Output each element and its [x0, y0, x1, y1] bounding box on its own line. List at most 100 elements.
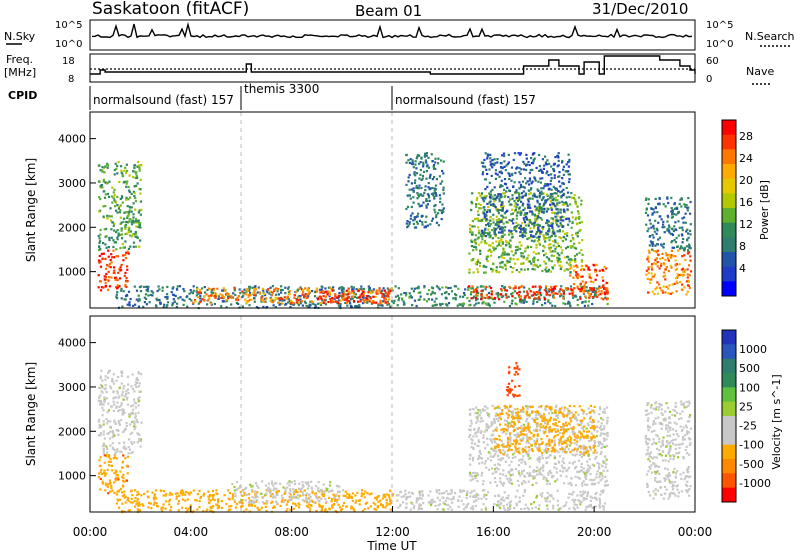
- power-cell-2: [206, 303, 209, 306]
- velocity-cell-6: [556, 428, 559, 431]
- power-cell-10: [592, 281, 595, 284]
- power-cell-12: [666, 214, 669, 217]
- power-cell-8: [556, 252, 559, 255]
- power-cell-8: [530, 262, 533, 265]
- power-cell-7: [441, 180, 444, 183]
- power-cell-7: [442, 160, 445, 163]
- velocity-cell-6: [603, 408, 606, 411]
- power-cell-8: [487, 205, 490, 208]
- power-cell-2: [360, 285, 363, 288]
- power-cell-9: [494, 223, 497, 227]
- power-cell-9: [506, 186, 509, 189]
- velocity-cell-6: [503, 419, 506, 422]
- velocity-cell-2: [207, 490, 210, 493]
- power-cell-9: [486, 157, 489, 160]
- power-cell-5: [433, 300, 436, 303]
- power-cell-5: [428, 289, 431, 292]
- power-cell-8: [510, 231, 513, 234]
- power-cell-8: [549, 243, 552, 246]
- velocity-cell-5: [417, 508, 420, 511]
- power-cell-7: [433, 189, 436, 192]
- velocity-cell-6: [597, 444, 600, 447]
- power-cell-9: [542, 211, 545, 214]
- power-cell-6: [571, 294, 574, 297]
- power-cbar-tick: 20: [739, 174, 753, 187]
- power-cell-1: [120, 227, 123, 230]
- power-cell-6: [539, 286, 542, 289]
- noise-left-tick-low: 10^0: [55, 39, 82, 50]
- power-cell-5: [593, 293, 596, 296]
- velocity-cell-4: [250, 485, 253, 488]
- power-cell-1: [139, 178, 142, 181]
- power-cell-5: [471, 287, 474, 290]
- power-cell-6: [480, 298, 483, 301]
- velocity-cell-2: [138, 503, 141, 506]
- power-cell-1: [138, 209, 141, 212]
- power-cell-8: [496, 226, 499, 229]
- power-cell-9: [562, 235, 565, 238]
- velocity-cell-6: [471, 439, 474, 442]
- power-cell-12: [688, 243, 691, 246]
- power-cell-8: [545, 233, 548, 236]
- velocity-cell-1: [130, 385, 133, 388]
- power-cell-8: [488, 244, 491, 247]
- power-cell-5: [562, 302, 565, 305]
- velocity-cell-3: [332, 503, 335, 506]
- velocity-cell-1: [116, 401, 119, 404]
- power-cell-7: [425, 198, 428, 201]
- power-cell-9: [562, 165, 565, 168]
- power-cell-4: [320, 297, 323, 300]
- power-cell-3: [274, 296, 277, 299]
- power-cell-8: [497, 223, 500, 226]
- power-cell-12: [685, 204, 688, 207]
- power-cell-9: [528, 171, 531, 174]
- power-cell-9: [525, 218, 528, 221]
- power-cell-12: [666, 220, 669, 223]
- velocity-cell-4: [324, 498, 327, 501]
- velocity-cell-4: [333, 496, 336, 499]
- velocity-cell-3: [370, 492, 373, 495]
- power-cell-6: [508, 285, 511, 288]
- power-cell-5: [514, 302, 517, 305]
- velocity-cell-3: [351, 492, 354, 495]
- power-cell-8: [480, 241, 483, 244]
- power-cell-9: [549, 179, 552, 182]
- power-cell-10: [602, 284, 605, 287]
- power-cell-1: [121, 173, 124, 176]
- power-cell-8: [541, 192, 544, 195]
- power-cell-10: [575, 264, 578, 267]
- power-cell-9: [540, 208, 543, 211]
- velocity-cell-5: [589, 499, 592, 503]
- velocity-cell-5: [429, 490, 432, 493]
- power-cell-2: [351, 288, 354, 291]
- velocity-cell-0: [111, 489, 114, 492]
- power-cell-2: [120, 287, 123, 290]
- power-cell-9: [515, 189, 518, 192]
- velocity-cell-1: [127, 452, 130, 455]
- power-cell-6: [534, 297, 537, 300]
- velocity-cell-3: [269, 495, 272, 498]
- power-cell-8: [468, 271, 471, 274]
- power-cell-5: [402, 300, 405, 303]
- power-cell-5: [548, 290, 551, 293]
- velocity-cell-6: [566, 443, 569, 446]
- power-cell-7: [427, 182, 430, 185]
- power-cell-8: [556, 204, 559, 207]
- velocity-cell-1: [124, 447, 128, 450]
- power-cell-12: [681, 234, 684, 237]
- power-cell-8: [545, 266, 548, 269]
- velocity-cell-6: [560, 440, 563, 443]
- power-cell-9: [542, 226, 545, 229]
- power-cell-9: [521, 234, 524, 237]
- power-cell-8: [493, 194, 496, 197]
- power-cell-5: [559, 295, 562, 298]
- velocity-cell-6: [474, 412, 477, 415]
- power-cell-3: [214, 292, 217, 295]
- power-cell-9: [568, 195, 571, 199]
- power-cell-3: [343, 298, 346, 301]
- power-cell-12: [668, 231, 671, 234]
- power-cell-2: [370, 302, 374, 305]
- power-cell-7: [420, 214, 423, 218]
- velocity-cell-4: [329, 490, 332, 493]
- power-cell-9: [562, 173, 565, 176]
